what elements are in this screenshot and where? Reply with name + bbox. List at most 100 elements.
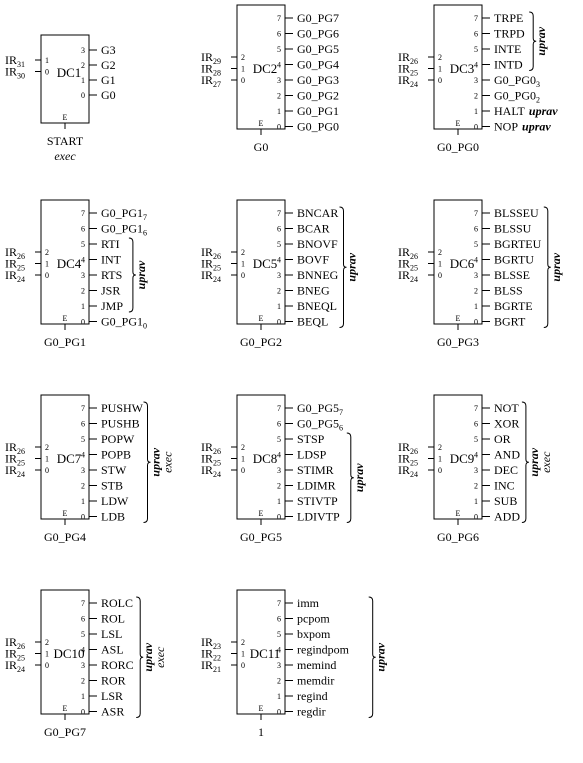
bottom-label: G0_PG6	[437, 530, 479, 544]
decoder-name: DC8	[253, 451, 278, 466]
input-signal-sub: 25	[410, 264, 418, 273]
group-label: uprav	[149, 447, 163, 476]
output-pin-number: 7	[277, 599, 281, 608]
output-signal: INT	[101, 253, 122, 267]
output-signal: NOT	[494, 401, 519, 415]
input-signal: IR24	[398, 73, 418, 89]
bottom-label: 1	[258, 725, 264, 739]
output-pin-number: 3	[277, 466, 281, 475]
output-pin-number: 6	[277, 225, 281, 234]
output-signal-sub: 3	[536, 80, 540, 89]
output-pin-number: 6	[81, 225, 85, 234]
output-signal: BLSSU	[494, 222, 532, 236]
input-signal-sub: 26	[410, 252, 418, 261]
input-signal-sub: 24	[213, 275, 221, 284]
input-pin-number: 1	[45, 260, 49, 269]
output-signal-base: G0_PG2	[297, 89, 339, 103]
output-signal: BLSSE	[494, 268, 530, 282]
enable-pin-label: E	[63, 314, 68, 323]
output-pin-number: 7	[277, 404, 281, 413]
output-signal-base: G2	[101, 58, 116, 72]
group-brace	[529, 11, 537, 71]
output-signal: G0_PG7	[297, 11, 339, 25]
output-signal-base: JSR	[101, 284, 120, 298]
output-signal-base: BGRT	[494, 315, 526, 329]
output-signal-base: regdir	[297, 705, 326, 719]
input-pin-number: 0	[45, 271, 49, 280]
output-signal-base: BLSSU	[494, 222, 532, 236]
output-signal: ROR	[101, 674, 126, 688]
output-pin-number: 3	[474, 466, 478, 475]
output-pin-number: 5	[81, 435, 85, 444]
output-pin-number: 2	[474, 287, 478, 296]
enable-pin-label: E	[259, 509, 264, 518]
output-signal-base: BNEQL	[297, 299, 337, 313]
output-signal: BCAR	[297, 222, 330, 236]
input-signal-sub: 24	[410, 275, 418, 284]
input-signal: IR26	[5, 440, 25, 456]
output-pin-number: 5	[474, 45, 478, 54]
enable-pin-label: E	[63, 704, 68, 713]
output-signal-base: BOVF	[297, 253, 329, 267]
output-signal-base: G0_PG0	[494, 73, 536, 87]
output-pin-number: 2	[81, 287, 85, 296]
output-signal: G0_PG17	[101, 206, 147, 222]
output-pin-number: 4	[474, 256, 478, 265]
output-signal: SUB	[494, 494, 517, 508]
output-signal-base: imm	[297, 596, 320, 610]
input-pin-number: 0	[241, 76, 245, 85]
output-signal-base: G3	[101, 43, 116, 57]
output-signal-base: LDSP	[297, 448, 327, 462]
input-signal: IR26	[5, 635, 25, 651]
output-signal: ROLC	[101, 596, 133, 610]
input-signal-sub: 25	[213, 264, 221, 273]
bottom-label: G0_PG0	[437, 140, 479, 154]
input-signal: IR30	[5, 65, 25, 81]
output-signal: STSP	[297, 432, 325, 446]
output-signal: G0	[101, 88, 116, 102]
input-signal-sub: 22	[213, 654, 221, 663]
output-signal-base: PUSHW	[101, 401, 144, 415]
output-signal-base: G0_PG0	[297, 120, 339, 134]
input-signal-base: IR	[201, 245, 213, 259]
output-signal: JSR	[101, 284, 120, 298]
input-pin-number: 1	[45, 650, 49, 659]
output-signal-base: regind	[297, 689, 328, 703]
input-pin-number: 0	[45, 466, 49, 475]
output-signal-base: G0	[101, 88, 116, 102]
input-signal-sub: 25	[17, 459, 25, 468]
output-signal: LDW	[101, 494, 129, 508]
enable-pin-label: E	[259, 119, 264, 128]
output-signal-base: INC	[494, 479, 515, 493]
output-signal: ASR	[101, 705, 124, 719]
output-pin-number: 0	[81, 318, 85, 327]
output-signal-base: BGRTU	[494, 253, 534, 267]
output-signal: BEQL	[297, 315, 328, 329]
output-signal: G0_PG03	[494, 73, 540, 89]
output-pin-number: 0	[277, 708, 281, 717]
output-pin-number: 3	[81, 271, 85, 280]
output-signal: memdir	[297, 674, 334, 688]
output-signal: POPW	[101, 432, 135, 446]
output-pin-number: 0	[474, 318, 478, 327]
input-signal-base: IR	[5, 452, 17, 466]
input-pin-number: 1	[438, 65, 442, 74]
input-signal-base: IR	[201, 257, 213, 271]
output-signal-base: G0_PG1	[101, 222, 143, 236]
output-signal: PUSHB	[101, 417, 140, 431]
output-signal: POPB	[101, 448, 131, 462]
output-pin-number: 0	[277, 123, 281, 132]
input-pin-number: 1	[438, 260, 442, 269]
output-signal: G0_PG6	[297, 27, 339, 41]
output-signal-base: ASR	[101, 705, 124, 719]
output-signal: STW	[101, 463, 127, 477]
decoder-name: DC2	[253, 61, 278, 76]
enable-pin-label: E	[63, 113, 68, 122]
output-pin-number: 0	[81, 91, 85, 100]
group-brace	[543, 206, 551, 328]
output-pin-number: 4	[81, 256, 85, 265]
input-signal: IR22	[201, 647, 221, 663]
input-pin-number: 1	[45, 56, 49, 65]
output-signal: G0_PG02	[494, 89, 540, 105]
